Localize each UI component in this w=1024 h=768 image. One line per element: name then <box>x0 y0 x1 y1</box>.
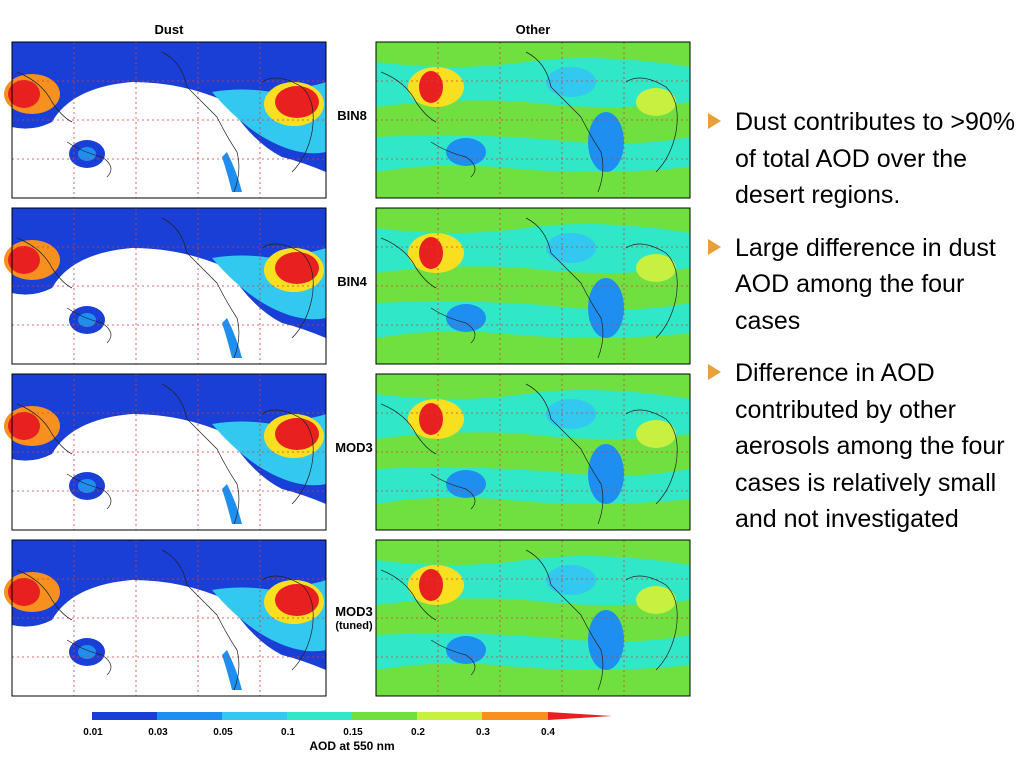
color-swatch <box>157 712 222 720</box>
row-label: BIN4 <box>337 274 367 289</box>
row-label: MOD3 <box>335 440 373 455</box>
colorbar: 0.01 0.03 0.05 0.1 0.15 0.2 0.3 0.4 AOD at 550 … <box>83 712 612 753</box>
map <box>376 540 690 696</box>
column-title: Other <box>516 22 551 37</box>
row-label: BIN8 <box>337 108 367 123</box>
colorbar-tick-label: 0.1 <box>281 727 295 738</box>
color-swatch <box>222 712 287 720</box>
colorbar-tick-label: 0.03 <box>148 727 168 738</box>
map <box>4 374 326 530</box>
bullet: Large difference in dust AOD among the f… <box>706 230 1016 340</box>
color-swatch <box>92 712 157 720</box>
column-title: Dust <box>155 22 185 37</box>
colorbar-title: AOD at 550 nm <box>309 739 394 753</box>
color-swatch <box>352 712 417 720</box>
map <box>4 208 326 364</box>
color-swatch <box>287 712 352 720</box>
color-swatch <box>548 712 612 720</box>
map <box>4 42 326 198</box>
colorbar-tick-label: 0.3 <box>476 727 490 738</box>
row-label: MOD3 <box>335 604 373 619</box>
color-swatch <box>417 712 482 720</box>
colorbar-tick-label: 0.05 <box>213 727 233 738</box>
colorbar-tick-label: 0.01 <box>83 727 103 738</box>
map <box>376 208 690 364</box>
colorbar-tick-label: 0.15 <box>343 727 363 738</box>
map <box>376 374 690 530</box>
bullet-list: Dust contributes to >90% of total AOD ov… <box>706 104 1016 554</box>
colorbar-tick-label: 0.2 <box>411 727 425 738</box>
other-maps <box>376 42 690 696</box>
bullet: Dust contributes to >90% of total AOD ov… <box>706 104 1016 214</box>
colorbar-tick-label: 0.4 <box>541 727 555 738</box>
color-swatch <box>482 712 548 720</box>
row-label: (tuned) <box>335 620 373 632</box>
bullet: Difference in AOD contributed by other a… <box>706 355 1016 538</box>
map <box>4 540 326 696</box>
map <box>376 42 690 198</box>
dust-maps <box>4 42 326 696</box>
